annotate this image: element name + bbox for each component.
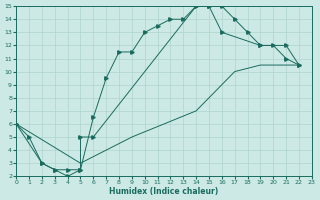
X-axis label: Humidex (Indice chaleur): Humidex (Indice chaleur) [109, 187, 219, 196]
